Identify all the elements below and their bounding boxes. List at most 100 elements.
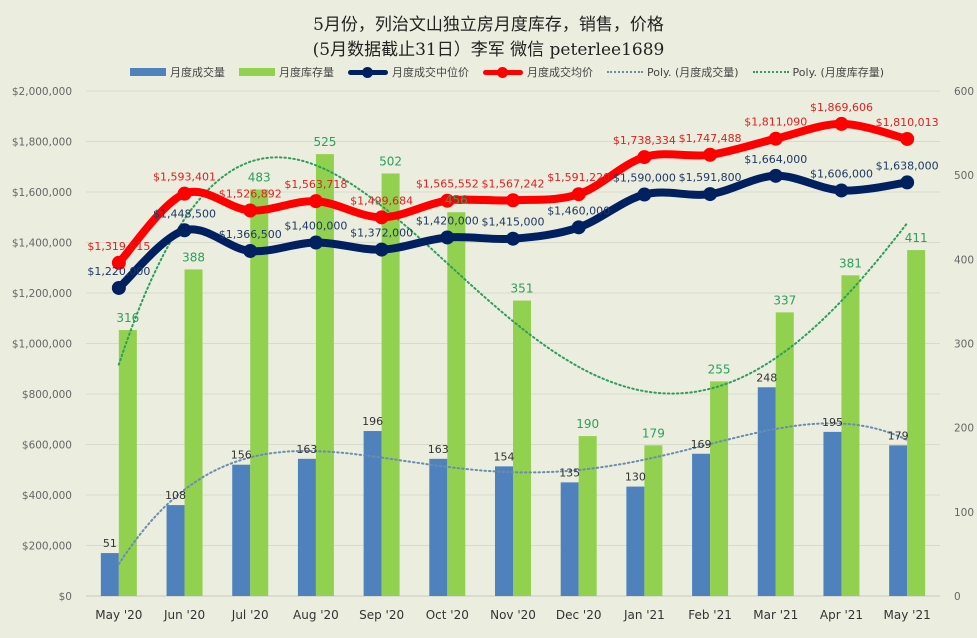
bar-sales (823, 431, 842, 596)
median-price-marker (637, 187, 652, 202)
average-price-marker (768, 131, 783, 146)
legend-item-average-price: 月度成交均价 (483, 64, 593, 80)
average-price-marker (900, 131, 915, 146)
left-axis-tick-label: $1,800,000 (12, 137, 72, 149)
legend: 月度成交量 月度库存量 月度成交中位价 月度成交均价 Poly. (月度成交量)… (130, 64, 898, 80)
bar-inventory (513, 300, 531, 596)
data-label-inventory: 388 (182, 250, 205, 264)
data-label-median-price: $1,366,500 (219, 228, 282, 241)
trendline-inventory (117, 156, 909, 395)
x-axis-ticks: May '20 Jun '20 Jul '20 Aug '20 Sep '20 Oct '… (95, 608, 931, 622)
data-label-sales: 135 (559, 466, 580, 479)
left-axis-tick-label: $1,000,000 (12, 339, 72, 351)
data-label-average-price: $1,499,684 (350, 194, 413, 207)
legend-label-average-price: 月度成交均价 (527, 66, 593, 79)
legend-item-sales-trend: Poly. (月度成交量) (607, 64, 739, 80)
bar-sales (626, 486, 645, 596)
trendline-sales (117, 422, 909, 566)
x-axis-tick-label: Mar '21 (753, 608, 798, 622)
median-price-marker (111, 280, 126, 295)
data-label-median-price: $1,220,000 (87, 265, 150, 278)
data-label-inventory: 179 (642, 426, 665, 440)
legend-label-sales: 月度成交量 (170, 66, 225, 79)
data-label-inventory: 381 (839, 256, 862, 270)
x-axis-tick-label: Aug '20 (293, 608, 339, 622)
data-label-sales: 51 (103, 537, 117, 550)
data-label-inventory: 411 (905, 231, 928, 245)
price-lines (111, 116, 915, 295)
data-label-median-price: $1,415,000 (482, 216, 545, 229)
bar-inventory (710, 381, 729, 596)
left-axis-tick-label: $2,000,000 (12, 86, 72, 98)
legend-swatch-inventory-trend (752, 71, 789, 73)
right-axis-tick-label: 500 (954, 170, 974, 182)
data-label-average-price: $1,810,013 (876, 116, 939, 129)
data-label-inventory: 525 (313, 135, 336, 149)
median-price-marker (308, 235, 323, 250)
x-axis-tick-label: Jan '21 (623, 608, 665, 622)
legend-swatch-average-price (483, 65, 523, 79)
bar-sales (889, 445, 908, 596)
bar-sales (297, 458, 316, 596)
x-axis-tick-label: Sep '20 (359, 608, 404, 622)
right-axis-tick-label: 200 (954, 423, 974, 435)
data-label-average-price: $1,526,892 (219, 187, 282, 200)
median-price-marker (506, 231, 520, 246)
average-price-marker (243, 203, 258, 218)
median-price-marker (177, 223, 192, 238)
data-label-sales: 179 (888, 429, 909, 442)
data-label-average-price: $1,563,718 (284, 178, 347, 191)
data-label-sales: 195 (822, 416, 843, 429)
left-axis-tick-label: $1,400,000 (12, 238, 72, 250)
data-label-inventory: 337 (773, 293, 796, 307)
data-label-median-price: $1,664,000 (744, 153, 807, 166)
x-axis-tick-label: Dec '20 (556, 608, 602, 622)
data-label-average-price: $1,565,552 (416, 178, 479, 191)
data-label-median-price: $1,400,000 (284, 220, 347, 233)
x-axis-tick-label: Oct '20 (426, 608, 469, 622)
legend-item-inventory: 月度库存量 (239, 64, 334, 80)
left-axis-ticks: $0 $200,000 $400,000 $600,000 $800,000 $1,000… (12, 86, 72, 603)
data-label-inventory: 351 (511, 282, 534, 296)
average-price-marker (440, 193, 455, 208)
bar-inventory (315, 154, 334, 596)
x-axis-tick-label: Nov '20 (490, 608, 536, 622)
left-axis-tick-label: $400,000 (22, 490, 72, 502)
bar-sales (429, 458, 448, 596)
data-label-median-price: $1,448,500 (153, 207, 216, 220)
average-price-marker (571, 187, 586, 202)
left-axis-tick-label: $200,000 (22, 541, 72, 553)
right-axis-tick-label: 100 (954, 507, 974, 519)
average-price-marker (177, 186, 192, 201)
bar-sales (757, 387, 776, 596)
left-axis-tick-label: $0 (59, 591, 72, 603)
right-axis-tick-label: 600 (954, 86, 974, 98)
data-label-average-price: $1,747,488 (679, 132, 742, 145)
average-price-marker (703, 147, 718, 162)
x-axis-tick-label: Feb '21 (688, 608, 732, 622)
average-price-marker (506, 193, 520, 208)
data-label-median-price: $1,460,000 (547, 204, 610, 217)
legend-swatch-sales-trend (607, 71, 643, 73)
right-axis-tick-label: 0 (954, 591, 961, 603)
data-label-inventory: 255 (708, 362, 731, 376)
bars (100, 154, 926, 596)
chart-subtitle: (5月数据截止31日）李军 微信 peterlee1689 (312, 40, 665, 60)
data-label-median-price: $1,606,000 (810, 167, 873, 180)
bar-sales (495, 466, 513, 596)
data-label-sales: 130 (625, 471, 646, 484)
legend-label-sales-trend: Poly. (月度成交量) (647, 66, 739, 79)
x-axis-tick-label: May '21 (884, 608, 931, 622)
median-price-marker (440, 230, 455, 245)
average-price-marker (374, 210, 389, 225)
data-label-median-price: $1,420,000 (416, 214, 479, 227)
legend-item-sales: 月度成交量 (130, 64, 225, 80)
data-label-median-price: $1,590,000 (613, 172, 676, 185)
left-axis-tick-label: $600,000 (22, 440, 72, 452)
bar-inventory (118, 330, 137, 596)
data-label-average-price: $1,567,242 (482, 177, 545, 190)
average-price-marker (308, 194, 323, 209)
bar-inventory (841, 275, 860, 596)
